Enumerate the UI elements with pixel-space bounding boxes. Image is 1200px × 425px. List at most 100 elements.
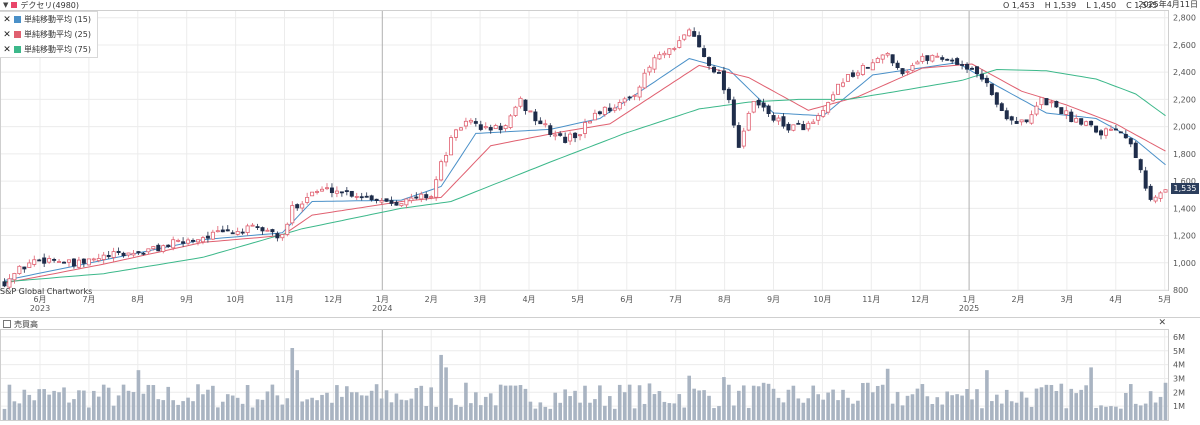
volume-bar — [990, 401, 994, 420]
candle-body — [444, 155, 449, 163]
candle-body — [1054, 100, 1059, 108]
volume-bar — [985, 370, 989, 420]
volume-bar — [409, 398, 414, 420]
volume-bar — [340, 396, 344, 420]
volume-bar — [1049, 384, 1054, 420]
candle-body — [250, 224, 255, 227]
volume-bar — [1044, 384, 1049, 420]
remove-indicator-icon[interactable]: ✕ — [3, 29, 11, 40]
candle-body — [1019, 119, 1024, 123]
volume-bar — [230, 395, 235, 420]
volume-bar — [414, 388, 419, 420]
candle-body — [1014, 120, 1019, 124]
candle-body — [96, 258, 101, 261]
candle-body — [349, 190, 354, 197]
legend-item-ma15[interactable]: ✕ 単純移動平均 (15) — [0, 12, 97, 27]
candle-body — [280, 234, 285, 239]
year-label: 2025 — [959, 304, 979, 313]
candle-body — [449, 137, 454, 156]
volume-bar — [211, 385, 215, 420]
volume-bar — [131, 391, 136, 420]
volume-bar — [603, 405, 607, 420]
candle-body — [1148, 185, 1153, 200]
volume-tick-label: 2M — [1173, 388, 1185, 397]
volume-bar — [756, 386, 761, 420]
candle-body — [935, 55, 940, 58]
candle-body — [994, 92, 999, 105]
collapse-icon[interactable]: ▼ — [3, 1, 9, 9]
volume-bar — [493, 405, 498, 420]
volume-bar — [330, 402, 334, 420]
candle-body — [429, 196, 434, 198]
candle-body — [548, 125, 553, 135]
legend-label: 単純移動平均 (25) — [24, 30, 91, 39]
indicator-legend: ✕ 単純移動平均 (15) ✕ 単純移動平均 (25) ✕ 単純移動平均 (75… — [0, 11, 98, 58]
volume-bar — [712, 408, 716, 420]
candle-body — [81, 258, 86, 264]
volume-bar — [1133, 403, 1138, 420]
candle-body — [1049, 101, 1054, 104]
candle-body — [950, 59, 955, 62]
candle-body — [617, 102, 622, 110]
candle-body — [379, 200, 384, 203]
volume-bar — [588, 402, 592, 420]
candle-body — [999, 103, 1004, 111]
candle-body — [315, 191, 320, 193]
close-value: C 1,535 — [1126, 0, 1158, 10]
volume-bar — [404, 400, 409, 420]
candle-body — [945, 58, 950, 61]
candle-body — [602, 106, 607, 115]
volume-bar — [578, 402, 582, 420]
volume-bar — [702, 390, 706, 420]
volume-bar — [523, 388, 528, 420]
candle-body — [855, 72, 860, 76]
volume-bar — [781, 402, 786, 420]
candle-body — [1143, 170, 1148, 189]
volume-bar — [568, 396, 572, 420]
candle-body — [920, 55, 925, 62]
candle-body — [1133, 142, 1138, 159]
candle-body — [434, 179, 439, 198]
candle-body — [528, 110, 533, 113]
candle-body — [1158, 192, 1163, 199]
volume-bar — [335, 385, 339, 420]
candle-body — [364, 195, 369, 198]
candle-body — [181, 241, 186, 244]
remove-indicator-icon[interactable]: ✕ — [3, 14, 11, 25]
candle-body — [766, 105, 771, 115]
candle-body — [989, 83, 994, 95]
volume-bar — [1119, 408, 1123, 420]
remove-indicator-icon[interactable]: ✕ — [3, 44, 11, 55]
candle-body — [533, 111, 538, 122]
volume-bar — [677, 394, 682, 420]
volume-bar — [1124, 393, 1128, 420]
volume-bar — [67, 402, 71, 420]
legend-item-ma25[interactable]: ✕ 単純移動平均 (25) — [0, 27, 97, 42]
candle-body — [543, 123, 548, 126]
candle-body — [141, 252, 146, 255]
legend-item-ma75[interactable]: ✕ 単純移動平均 (75) — [0, 42, 97, 57]
candle-body — [573, 132, 578, 139]
volume-bar — [513, 385, 518, 420]
month-label: 2月 — [425, 295, 438, 304]
volume-bar — [27, 394, 32, 420]
candle-body — [746, 112, 751, 131]
candle-body — [404, 198, 409, 206]
volume-bar — [384, 390, 389, 420]
volume-bar — [766, 383, 771, 420]
candle-body — [1123, 133, 1128, 139]
open-value: O 1,453 — [1003, 0, 1035, 10]
volume-bar — [359, 395, 364, 420]
candle-body — [687, 29, 692, 37]
candle-body — [523, 99, 528, 112]
candle-body — [305, 196, 310, 203]
candle-body — [1009, 116, 1014, 121]
month-label: 11月 — [862, 295, 880, 304]
candle-body — [191, 239, 196, 242]
volume-bar — [940, 404, 945, 420]
candle-body — [960, 64, 965, 66]
close-volume-panel-icon[interactable]: ✕ — [1158, 318, 1166, 328]
volume-bar — [1148, 391, 1153, 420]
candle-body — [558, 133, 563, 136]
candle-body — [875, 58, 880, 64]
